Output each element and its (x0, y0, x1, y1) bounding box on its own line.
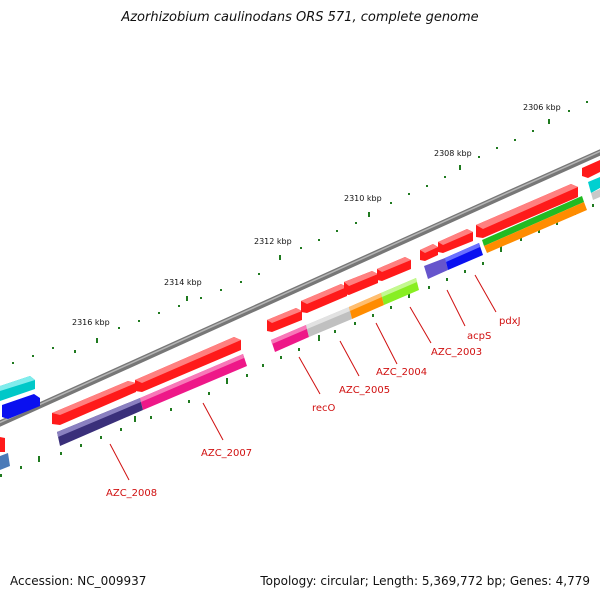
genome-backbone (0, 149, 600, 427)
label-leaders (109, 274, 497, 481)
scale-label-2312: 2312 kbp (254, 237, 292, 246)
gene-block-green[interactable] (482, 196, 584, 246)
scale-label-2310: 2310 kbp (344, 194, 382, 203)
gene-label-azc-2004[interactable]: AZC_2004 (376, 367, 427, 378)
cds-arrow[interactable] (0, 437, 5, 452)
scale-label-2314: 2314 kbp (164, 278, 202, 287)
gene-ring (0, 177, 600, 470)
cds-arrow[interactable] (52, 381, 136, 425)
gene-label-pdxj[interactable]: pdxJ (499, 316, 521, 327)
scale-label-2308: 2308 kbp (434, 149, 472, 158)
map-title: Azorhizobium caulinodans ORS 571, comple… (121, 10, 479, 25)
gene-block-cyan-right[interactable] (588, 177, 600, 193)
gene-label-azc-2007[interactable]: AZC_2007 (201, 448, 252, 459)
gene-block-orange[interactable] (484, 202, 587, 253)
gene-block-acps[interactable] (424, 258, 448, 279)
scale-label-2316: 2316 kbp (72, 318, 110, 327)
outer-scale-ticks (12, 101, 588, 364)
gene-block-grey-right[interactable] (591, 189, 600, 200)
gene-block-steelblue[interactable] (0, 453, 10, 470)
gene-label-azc-2008[interactable]: AZC_2008 (106, 488, 157, 499)
accession-text: Accession: NC_009937 (10, 574, 147, 588)
genome-info-text: Topology: circular; Length: 5,369,772 bp… (260, 574, 590, 588)
gene-label-azc-2005[interactable]: AZC_2005 (339, 385, 390, 396)
gene-label-reco[interactable]: recO (312, 403, 336, 414)
gene-label-acps[interactable]: acpS (467, 331, 491, 342)
gene-label-azc-2003[interactable]: AZC_2003 (431, 347, 482, 358)
cds-arrow[interactable] (582, 160, 600, 178)
cds-ring (0, 160, 600, 452)
scale-label-2306: 2306 kbp (523, 103, 561, 112)
gene-block-blue[interactable] (2, 394, 40, 419)
